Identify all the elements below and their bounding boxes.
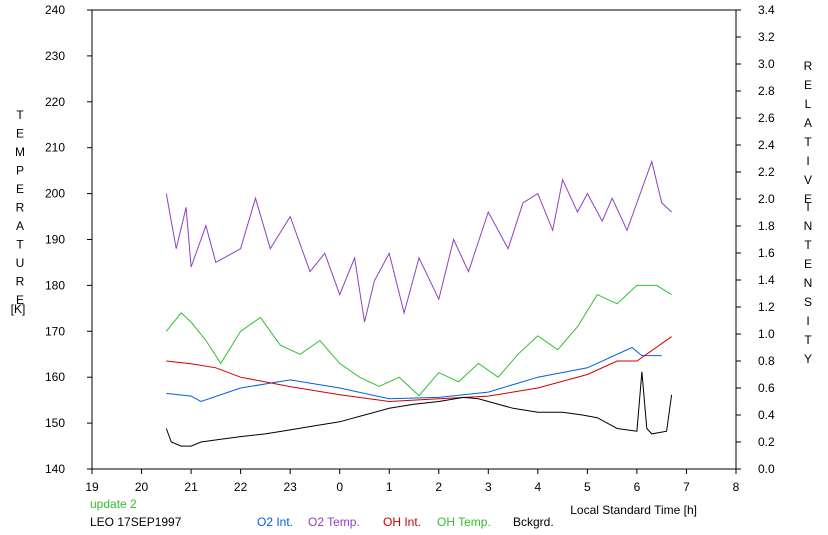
y-right-axis-label-letter: T [804,135,812,149]
y-right-tick-label: 2.6 [758,111,775,125]
y-right-axis-label-letter: E [804,78,812,92]
x-tick-label: 20 [135,480,149,494]
y-left-tick-label: 140 [45,462,65,476]
y-left-tick-label: 190 [45,233,65,247]
y-right-tick-label: 0.4 [758,408,775,422]
x-tick-label: 7 [683,480,690,494]
y-left-tick-label: 200 [45,187,65,201]
x-tick-label: 1 [386,480,393,494]
x-tick-label: 8 [733,480,740,494]
footer-station: LEO 17SEP1997 [90,515,182,529]
y-right-axis-label-letter: N [804,276,813,290]
y-left-tick-label: 160 [45,370,65,384]
y-right-tick-label: 0.8 [758,354,775,368]
y-right-tick-label: 0.0 [758,462,775,476]
y-left-axis-label-letter: T [16,108,24,122]
y-left-tick-label: 220 [45,95,65,109]
y-left-axis-label-letter: E [16,293,24,307]
y-right-axis-label-letter: I [806,314,809,328]
y-right-axis-label-letter: L [805,97,812,111]
y-left-tick-label: 170 [45,324,65,338]
x-tick-label: 5 [584,480,591,494]
y-left-tick-label: 150 [45,416,65,430]
y-right-tick-label: 1.4 [758,273,775,287]
legend-item: OH Int. [383,515,421,529]
y-left-axis-label-letter: U [16,256,25,270]
y-right-axis-label-letter: E [804,257,812,271]
y-right-axis-label-letter: A [804,116,812,130]
y-right-tick-label: 3.4 [758,3,775,17]
y-right-tick-label: 2.4 [758,138,775,152]
y-left-axis-label-letter: A [16,219,24,233]
y-left-tick-label: 230 [45,49,65,63]
y-left-axis-label-letter: M [15,145,25,159]
y-right-tick-label: 1.8 [758,219,775,233]
series-oh-int-line [166,336,672,403]
y-right-axis-label-letter: R [804,59,813,73]
legend-item: O2 Temp. [308,515,360,529]
series-o2-temp-line [165,159,672,323]
y-right-axis-label-letter: T [804,238,812,252]
x-tick-label: 22 [234,480,248,494]
left-unit-label: [K] [11,302,26,316]
x-tick-label: 0 [336,480,343,494]
y-right-axis-label-letter: Y [804,352,812,366]
y-right-axis-label-letter: S [804,295,812,309]
y-right-tick-label: 3.0 [758,57,775,71]
y-right-tick-label: 1.0 [758,327,775,341]
x-tick-label: 21 [184,480,198,494]
legend-item: Bckgrd. [513,515,554,529]
x-tick-label: 3 [485,480,492,494]
y-left-axis-label-letter: P [16,164,24,178]
series-o2-int-line [166,346,662,403]
y-left-tick-label: 180 [45,278,65,292]
series-group [165,159,673,447]
legend-item: OH Temp. [437,515,491,529]
y-right-tick-label: 0.2 [758,435,775,449]
y-left-axis-label-letter: E [16,182,24,196]
y-right-axis-label-letter: N [804,219,813,233]
y-right-tick-label: 0.6 [758,381,775,395]
y-right-tick-label: 3.2 [758,30,775,44]
y-left-tick-label: 240 [45,3,65,17]
y-left-axis-label-letter: E [16,127,24,141]
y-left-axis-label-letter: R [16,201,25,215]
y-left-tick-label: 210 [45,141,65,155]
y-left-axis-label-letter: T [16,238,24,252]
series-bckgrd-line [165,371,673,447]
x-tick-label: 23 [283,480,297,494]
y-right-axis-label-letter: I [806,154,809,168]
x-tick-label: 2 [435,480,442,494]
y-right-axis-label-letter: T [804,333,812,347]
x-tick-label: 4 [535,480,542,494]
legend-item: O2 Int. [257,515,293,529]
axis-ticks: 19 20 21 22 23 0 1 2 3 4 5 6 7 8140150160170180190200… [15,3,813,494]
series-oh-temp-line [165,284,672,397]
y-right-tick-label: 2.2 [758,165,775,179]
y-right-tick-label: 1.6 [758,246,775,260]
y-left-axis-label-letter: R [16,275,25,289]
y-right-axis-label-letter: I [806,200,809,214]
y-right-axis-label-letter: E [804,192,812,206]
x-tick-label: 6 [634,480,641,494]
y-right-tick-label: 2.8 [758,84,775,98]
x-axis-label: Local Standard Time [h] [570,503,697,517]
footer-status: update 2 [90,497,137,511]
y-right-tick-label: 1.2 [758,300,775,314]
y-right-tick-label: 2.0 [758,192,775,206]
y-right-axis-label-letter: V [804,173,812,187]
legend: O2 Int. O2 Temp. OH Int. OH Temp. Bckgrd. [257,515,554,529]
x-tick-label: 19 [85,480,99,494]
